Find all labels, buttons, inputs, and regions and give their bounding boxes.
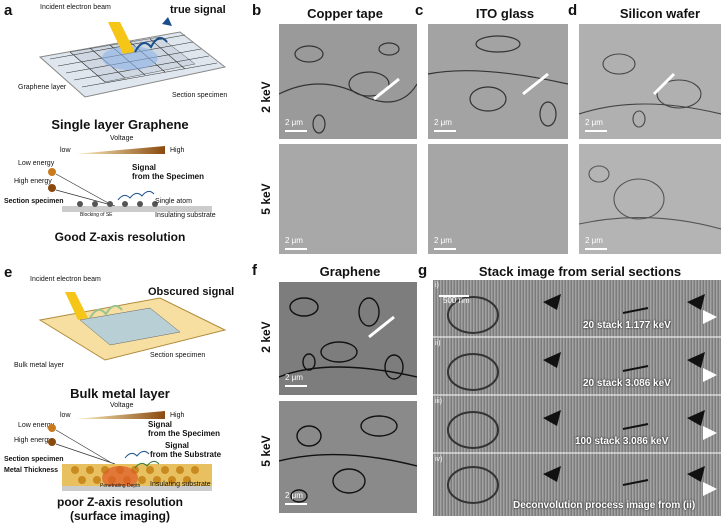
voltage-gradient-e [75,411,165,419]
section-specimen-label: Section specimen [172,92,228,99]
em-image-copper-5kev: 2 μm [279,144,417,254]
em-image-copper-2kev: 2 μm [279,24,417,139]
signal-label-e2: Signal [165,441,190,450]
scalebar [285,248,307,250]
em-image-ito-2kev: 2 μm [428,24,568,139]
panel-label-f: f [252,262,257,279]
scalebar-text: 2 μm [585,118,603,127]
scalebar [285,385,307,387]
graphene-layer-label: Graphene layer [18,84,67,91]
incident-beam-label-e: Incident electron beam [30,276,101,283]
stack-image-title: Stack image from serial sections [478,264,682,279]
panel-label-a: a [4,2,13,19]
signal-label: Signal [132,163,157,172]
voltage-label-e: Voltage [110,402,134,409]
copper-tape-title: Copper tape [307,6,383,21]
stack-row-label: Deconvolution process image from (ii) [513,500,696,511]
good-resolution-title: Good Z-axis resolution [54,230,186,244]
signal-label-e1: Signal [148,420,173,429]
penetrating-depth-label: Penetrating Depth [100,483,141,489]
voltage-gradient [75,146,165,154]
insulating-label: Insulating substrate [155,212,216,219]
scalebar-text: 2 μm [285,373,303,382]
signal-from-substrate: from the Substrate [150,450,222,459]
em-image-graphene-5kev: 2 μm [279,401,417,513]
scalebar-text: 2 μm [434,118,452,127]
em-image-silicon-5kev: 2 μm [579,144,721,254]
section-specimen-label-2: Section specimen [4,198,64,205]
kev-label-b-2: 2 keV [259,81,273,113]
silicon-wafer-title: Silicon wafer [619,6,701,21]
true-signal-label: true signal [170,4,226,16]
kev-label-f-5: 5 keV [259,435,273,467]
voltage-high-e: High [170,412,185,419]
panel-label-b: b [252,2,262,19]
metal-thickness-label: Metal Thickness [4,467,59,474]
stack-row-roman: i) [435,282,439,289]
blocking-se-label: Blocking of SE [80,212,113,218]
panel-label-d: d [568,2,578,19]
em-image-graphene-2kev: 2 μm [279,282,417,395]
scalebar-text: 2 μm [434,236,452,245]
scalebar-text: 2 μm [285,236,303,245]
stack-scalebar-text: 500 nm [443,296,470,305]
section-specimen-label-e: Section specimen [150,352,206,359]
voltage-label: Voltage [110,135,134,142]
voltage-low: low [60,147,71,154]
scalebar [585,248,607,250]
low-energy-label: Low energy [18,160,55,167]
bulk-metal-title: Bulk metal layer [70,386,170,401]
scalebar [585,130,607,132]
penetration-diagram [48,424,212,491]
panel-label-c: c [415,2,424,19]
scalebar [285,130,307,132]
stack-image-panel: i) 500 nm 20 stack 1.177 keV ii) 20 stac… [433,280,721,516]
voltage-high: High [170,147,185,154]
scalebar [285,503,307,505]
graphene-schematic [38,17,227,98]
bulk-metal-schematic [38,292,227,361]
stack-row-roman: iii) [435,398,442,405]
kev-label-b-5: 5 keV [259,183,273,215]
single-layer-title: Single layer Graphene [51,117,189,132]
scalebar-text: 2 μm [285,118,303,127]
panel-label-g: g [418,262,428,279]
single-atom-label: Single atom [155,198,192,205]
panel-label-e: e [4,264,13,281]
scalebar-text: 2 μm [285,491,303,500]
stack-row-roman: ii) [435,340,441,347]
low-energy-label-e: Low energy [18,422,55,429]
em-image-ito-5kev: 2 μm [428,144,568,254]
voltage-low-e: low [60,412,71,419]
scalebar [434,248,456,250]
section-specimen-label-e2: Section specimen [4,456,64,463]
incident-beam-label: Incident electron beam [40,4,111,11]
stack-row-label: 100 stack 3.086 keV [575,436,669,447]
scalebar [434,130,456,132]
poor-resolution-title: poor Z-axis resolution [56,495,183,509]
energy-diagram [48,168,212,212]
scalebar-text: 2 μm [585,236,603,245]
obscured-signal-label: Obscured signal [148,286,235,298]
kev-label-f-2: 2 keV [259,321,273,353]
high-energy-label: High energy [14,178,52,185]
signal-from-specimen-e: from the Specimen [148,429,221,438]
bulk-metal-label: Bulk metal layer [14,362,64,369]
stack-row-label: 20 stack 3.086 keV [583,378,671,389]
stack-row-roman: iv) [435,456,443,463]
ito-glass-title: ITO glass [475,6,535,21]
surface-imaging-title: (surface imaging) [69,509,171,523]
high-energy-label-e: High energy [14,437,52,444]
stack-row-label: 20 stack 1.177 keV [583,320,671,331]
insulating-label-e: Insulating substrate [150,481,211,488]
signal-from-specimen: from the Specimen [132,172,205,181]
graphene-title: Graphene [319,264,381,279]
em-image-silicon-2kev: 2 μm [579,24,721,139]
